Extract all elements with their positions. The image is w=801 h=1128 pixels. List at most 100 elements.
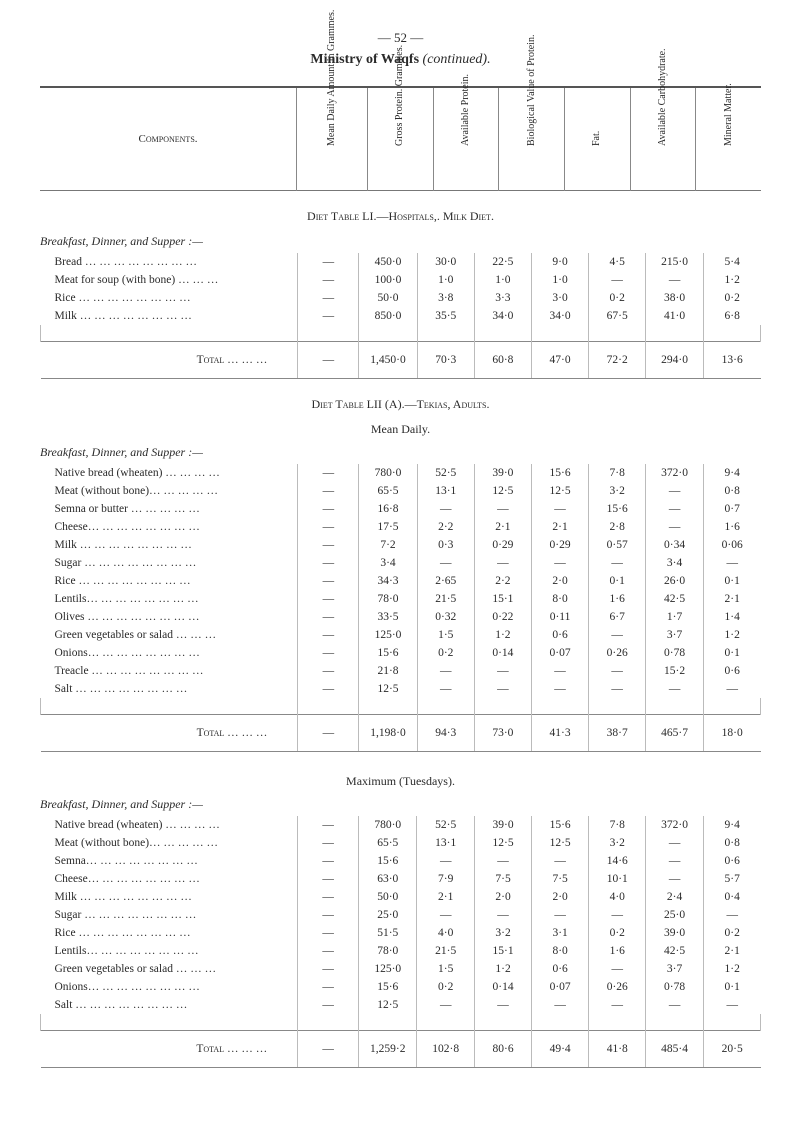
cell-value: — xyxy=(703,554,760,572)
spacer-cell xyxy=(589,325,646,342)
cell-value: 0·6 xyxy=(703,662,760,680)
cell-value: 372·0 xyxy=(646,464,704,482)
cell-value: 2·1 xyxy=(474,518,531,536)
cell-value: 1·5 xyxy=(417,626,474,644)
cell-value: 8·0 xyxy=(532,942,589,960)
cell-value: — xyxy=(298,996,359,1014)
cell-value: 0·1 xyxy=(703,978,760,996)
cell-value: — xyxy=(475,906,532,924)
header-components: Components. xyxy=(40,87,297,191)
cell-value: 63·0 xyxy=(359,870,417,888)
row-label: Cheese… … … … … … … … xyxy=(41,870,298,888)
cell-value: 4·0 xyxy=(417,924,475,942)
cell-value: 26·0 xyxy=(646,572,704,590)
cell-value: — xyxy=(532,852,589,870)
table-row: Rice … … … … … … … …—50·03·83·33·00·238·… xyxy=(41,289,761,307)
cell-value: 15·6 xyxy=(531,464,588,482)
row-label: Meat for soup (with bone) … … … xyxy=(41,271,298,289)
total-value: 102·8 xyxy=(417,1031,475,1068)
cell-value: — xyxy=(531,662,588,680)
cell-value: — xyxy=(474,680,531,698)
cell-value: 0·2 xyxy=(703,924,760,942)
cell-value: 0·34 xyxy=(646,536,704,554)
cell-value: — xyxy=(531,500,588,518)
cell-value: 0·32 xyxy=(417,608,474,626)
cell-value: — xyxy=(298,536,359,554)
cell-value: — xyxy=(298,253,359,271)
cell-value: 9·4 xyxy=(703,464,760,482)
total-row: Total … … …—1,259·2102·880·649·441·8485·… xyxy=(41,1031,761,1068)
table-row: Milk … … … … … … … …—50·02·12·02·04·02·4… xyxy=(41,888,761,906)
table-row: Rice … … … … … … … …—34·32·652·22·00·126… xyxy=(41,572,761,590)
cell-value: 2·0 xyxy=(475,888,532,906)
cell-value: 21·8 xyxy=(359,662,417,680)
cell-value: 15·6 xyxy=(359,978,417,996)
row-label: Sugar … … … … … … … … xyxy=(41,554,298,572)
cell-value: — xyxy=(589,960,646,978)
cell-value: 0·8 xyxy=(703,482,760,500)
table-row: Native bread (wheaten) … … … …—780·052·5… xyxy=(41,816,761,834)
spacer-cell xyxy=(359,325,417,342)
spacer-row xyxy=(41,325,761,342)
cell-value: — xyxy=(298,482,359,500)
table-row: Cheese… … … … … … … …—63·07·97·57·510·1—… xyxy=(41,870,761,888)
cell-value: 39·0 xyxy=(475,816,532,834)
cell-value: 6·7 xyxy=(589,608,646,626)
cell-value: 15·6 xyxy=(532,816,589,834)
row-label: Bread … … … … … … … … xyxy=(41,253,298,271)
row-label: Rice … … … … … … … … xyxy=(41,924,298,942)
table-row: Rice … … … … … … … …—51·54·03·23·10·239·… xyxy=(41,924,761,942)
cell-value: — xyxy=(646,482,704,500)
header-carbohydrate: Available Carbohydrate. xyxy=(657,132,669,146)
cell-value: — xyxy=(532,906,589,924)
row-label: Onions… … … … … … … … xyxy=(41,978,298,996)
spacer-cell xyxy=(474,325,531,342)
spacer-cell xyxy=(703,698,760,715)
cell-value: 8·0 xyxy=(531,590,588,608)
cell-value: 4·0 xyxy=(589,888,646,906)
cell-value: — xyxy=(646,834,704,852)
cell-value: 50·0 xyxy=(359,289,417,307)
table-row: Cheese… … … … … … … …—17·52·22·12·12·8—1… xyxy=(41,518,761,536)
cell-value: — xyxy=(589,271,646,289)
cell-value: 3·3 xyxy=(474,289,531,307)
section-b-sub: Breakfast, Dinner, and Supper :— xyxy=(40,445,761,460)
cell-value: 13·1 xyxy=(417,482,474,500)
cell-value: 21·5 xyxy=(417,590,474,608)
cell-value: — xyxy=(475,852,532,870)
cell-value: — xyxy=(298,924,359,942)
cell-value: 1·6 xyxy=(589,942,646,960)
cell-value: 3·1 xyxy=(532,924,589,942)
cell-value: 450·0 xyxy=(359,253,417,271)
cell-value: — xyxy=(298,626,359,644)
cell-value: 7·5 xyxy=(475,870,532,888)
section-a-sub: Breakfast, Dinner, and Supper :— xyxy=(40,234,761,249)
cell-value: — xyxy=(417,554,474,572)
cell-value: 39·0 xyxy=(474,464,531,482)
row-label: Green vegetables or salad … … … xyxy=(41,626,298,644)
row-label: Rice … … … … … … … … xyxy=(41,289,298,307)
table-row: Meat (without bone)… … … … …—65·513·112·… xyxy=(41,834,761,852)
section-c-mean: Maximum (Tuesdays). xyxy=(40,774,761,789)
total-value: 47·0 xyxy=(531,342,588,379)
cell-value: 65·5 xyxy=(359,834,417,852)
spacer-row xyxy=(41,1014,761,1031)
spacer-cell xyxy=(298,1014,359,1031)
section-c-table: Native bread (wheaten) … … … …—780·052·5… xyxy=(40,816,761,1068)
cell-value: 0·2 xyxy=(589,924,646,942)
cell-value: — xyxy=(646,680,704,698)
total-value: 94·3 xyxy=(417,715,474,752)
cell-value: 1·6 xyxy=(703,518,760,536)
cell-value: 2·1 xyxy=(417,888,475,906)
cell-value: 0·22 xyxy=(474,608,531,626)
spacer-cell xyxy=(646,1014,704,1031)
cell-value: — xyxy=(298,608,359,626)
cell-value: 3·2 xyxy=(589,482,646,500)
cell-value: 7·8 xyxy=(589,464,646,482)
cell-value: 1·2 xyxy=(474,626,531,644)
cell-value: 0·1 xyxy=(589,572,646,590)
cell-value: 0·11 xyxy=(531,608,588,626)
cell-value: 15·1 xyxy=(474,590,531,608)
cell-value: 2·0 xyxy=(531,572,588,590)
cell-value: — xyxy=(646,852,704,870)
